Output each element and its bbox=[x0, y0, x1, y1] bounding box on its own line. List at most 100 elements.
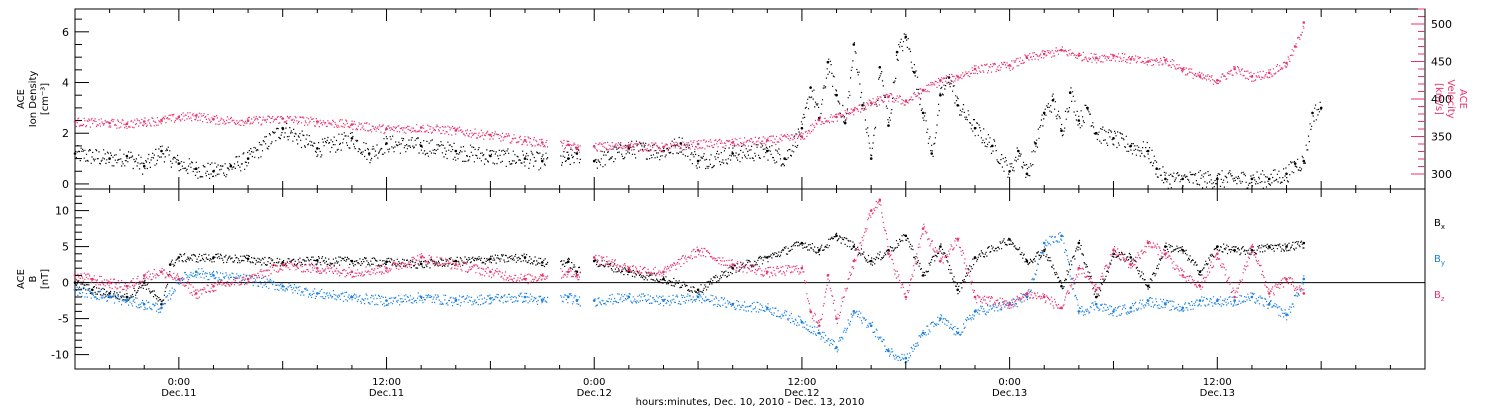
data-point-s0-69 bbox=[1250, 177, 1254, 181]
data-point-Bz-55 bbox=[1250, 245, 1254, 248]
data-point-Bz-43 bbox=[1042, 295, 1046, 299]
data-point-Bz-34 bbox=[878, 198, 882, 202]
data-point-Bx-41 bbox=[1060, 284, 1063, 288]
data-point-s0-30 bbox=[800, 126, 804, 130]
b-axis-label-line3: [nT] bbox=[40, 269, 51, 289]
b-tick-label-0: -10 bbox=[51, 349, 69, 362]
data-point-By-32 bbox=[887, 349, 890, 353]
data-point-Bz-8 bbox=[212, 284, 215, 288]
data-point-By-48 bbox=[1181, 306, 1184, 310]
data-point-By-40 bbox=[1042, 241, 1046, 245]
data-point-s0-54 bbox=[1034, 142, 1037, 145]
data-point-Bz-35 bbox=[887, 252, 890, 256]
scatter-cloud-s0 bbox=[75, 33, 1322, 189]
density-axis-ticks: 0 2 4 6 bbox=[62, 18, 89, 191]
b-tick-label-4: 10 bbox=[55, 205, 69, 218]
data-point-Bx-16 bbox=[489, 257, 492, 261]
data-point-s0-11 bbox=[316, 147, 319, 150]
data-point-s0-45 bbox=[930, 152, 933, 155]
data-point-s1-55 bbox=[1302, 21, 1306, 24]
data-point-s1-14 bbox=[454, 129, 458, 132]
velocity-tick-label-0: 300 bbox=[1431, 168, 1452, 181]
data-point-Bx-17 bbox=[523, 256, 527, 259]
data-point-Bx-13 bbox=[385, 260, 388, 264]
data-point-Bz-20 bbox=[575, 274, 579, 277]
data-point-By-13 bbox=[385, 299, 388, 302]
data-point-Bx-29 bbox=[835, 234, 838, 238]
data-point-Bz-7 bbox=[194, 292, 198, 295]
data-point-By-3 bbox=[125, 299, 129, 302]
legend-by: By bbox=[1434, 254, 1445, 267]
data-point-s1-3 bbox=[142, 120, 146, 123]
data-point-s0-12 bbox=[350, 137, 354, 140]
data-point-s0-55 bbox=[1042, 111, 1046, 115]
data-point-s0-44 bbox=[921, 111, 925, 115]
top-panel-marks bbox=[73, 21, 1323, 189]
data-point-s0-53 bbox=[1025, 172, 1029, 176]
data-point-Bx-45 bbox=[1129, 256, 1133, 259]
data-point-Bx-35 bbox=[939, 245, 942, 248]
density-axis-label-line1: ACE bbox=[16, 89, 27, 109]
data-point-Bx-18 bbox=[541, 261, 544, 264]
data-point-Bx-54 bbox=[1285, 245, 1288, 248]
data-point-s0-25 bbox=[679, 142, 683, 145]
data-point-Bz-47 bbox=[1112, 248, 1115, 252]
time-axis-ticks: 0:00Dec.1112:00Dec.110:00Dec.1212:00Dec.… bbox=[74, 9, 1426, 399]
data-point-By-16 bbox=[489, 297, 492, 300]
data-point-s0-6 bbox=[194, 167, 198, 170]
data-point-s0-19 bbox=[541, 159, 544, 163]
data-point-Bz-53 bbox=[1216, 252, 1219, 256]
b-axis-ticks: -10 -5 0 5 10 bbox=[51, 188, 89, 362]
data-point-Bz-49 bbox=[1146, 241, 1150, 245]
scatter-cloud-s1 bbox=[75, 25, 1305, 153]
data-point-s0-64 bbox=[1146, 149, 1150, 153]
data-point-s0-39 bbox=[878, 66, 882, 69]
x-tick-time-label-5: 12:00 bbox=[1203, 377, 1232, 388]
data-point-s0-4 bbox=[160, 149, 163, 153]
velocity-axis-label-line1: ACE bbox=[1457, 89, 1468, 109]
data-point-s1-53 bbox=[1285, 61, 1288, 65]
velocity-axis-ticks: 300 350 400 450 500 bbox=[1411, 8, 1452, 181]
data-point-By-44 bbox=[1112, 310, 1115, 313]
data-point-s0-21 bbox=[575, 152, 579, 155]
data-point-s0-9 bbox=[246, 157, 250, 160]
data-point-Bz-45 bbox=[1077, 266, 1081, 270]
x-tick-time-label-4: 0:00 bbox=[998, 377, 1020, 388]
data-point-s1-17 bbox=[541, 141, 544, 144]
velocity-tick-label-3: 450 bbox=[1431, 56, 1452, 69]
data-point-s0-66 bbox=[1164, 177, 1167, 181]
data-point-Bz-26 bbox=[766, 270, 769, 274]
density-velocity-panel: 0 2 4 6 300 350 400 450 500 ACE Ion Density [cm… bbox=[16, 8, 1468, 191]
velocity-tick-label-2: 400 bbox=[1431, 93, 1452, 106]
data-point-By-21 bbox=[592, 299, 596, 302]
data-point-Bx-10 bbox=[281, 261, 285, 264]
data-point-s1-21 bbox=[627, 144, 631, 147]
data-point-Bz-56 bbox=[1267, 292, 1271, 295]
data-point-s0-70 bbox=[1267, 177, 1271, 181]
data-point-Bz-18 bbox=[541, 274, 544, 277]
data-point-Bz-13 bbox=[385, 266, 388, 270]
data-point-s0-59 bbox=[1077, 119, 1081, 122]
data-point-s0-73 bbox=[1302, 159, 1306, 163]
data-point-s1-46 bbox=[1164, 58, 1167, 62]
x-tick-time-label-3: 12:00 bbox=[788, 377, 817, 388]
data-point-s0-3 bbox=[142, 164, 146, 168]
x-tick-time-label-0: 0:00 bbox=[168, 377, 190, 388]
data-point-s1-52 bbox=[1267, 71, 1271, 75]
data-point-s1-50 bbox=[1233, 67, 1236, 71]
density-tick-label-0: 0 bbox=[62, 178, 69, 191]
data-point-Bx-42 bbox=[1077, 241, 1081, 245]
data-point-Bx-9 bbox=[246, 257, 250, 261]
data-point-s1-36 bbox=[973, 67, 977, 71]
data-point-Bx-51 bbox=[1233, 248, 1236, 252]
data-point-s0-52 bbox=[1017, 149, 1020, 153]
data-point-s0-46 bbox=[939, 93, 942, 97]
data-point-Bz-51 bbox=[1181, 274, 1184, 277]
data-point-By-45 bbox=[1129, 306, 1133, 310]
data-point-s1-26 bbox=[800, 135, 804, 138]
data-point-Bx-28 bbox=[817, 248, 821, 252]
legend-bx: Bx bbox=[1434, 218, 1445, 231]
series-By bbox=[73, 232, 1306, 364]
x-tick-day-label-5: Dec.13 bbox=[1200, 388, 1235, 399]
